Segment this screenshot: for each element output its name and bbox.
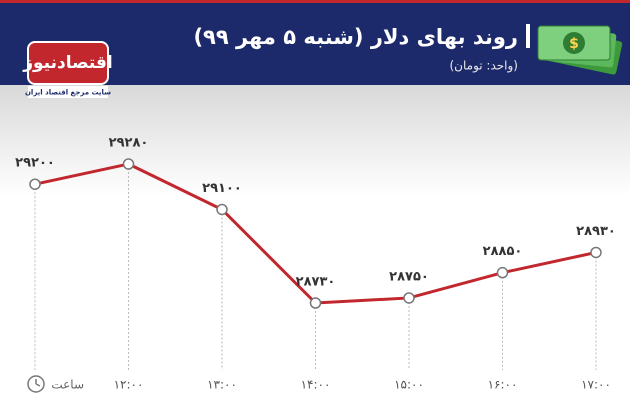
brand-tagline: سایت مرجع اقتصاد ایران (25, 89, 111, 97)
money-icon: $ (537, 25, 623, 75)
value-label: ۲۸۷۳۰ (296, 275, 336, 290)
value-label: ۲۸۷۵۰ (389, 269, 429, 284)
value-label: ۲۸۸۵۰ (483, 244, 523, 259)
plot-background (0, 85, 630, 404)
point (590, 246, 602, 259)
value-label: ۲۹۲۸۰ (109, 136, 149, 151)
chart-subtitle: (واحد: تومان) (449, 59, 518, 74)
brand: اقتصادنیوز (22, 53, 113, 73)
point (122, 158, 135, 170)
value-label: ۲۸۹۳۰ (576, 224, 616, 239)
value-label: ۲۹۲۰۰ (15, 156, 55, 171)
point (216, 203, 228, 216)
logo-box (27, 41, 109, 85)
x-tick-label: ۱۶:۰۰ (488, 378, 518, 392)
x-tick-label: ۱۵:۰۰ (394, 378, 424, 392)
value-label: ۲۹۱۰۰ (202, 181, 242, 196)
svg-text:$: $ (569, 36, 579, 52)
point (29, 178, 41, 190)
x-tick-label: ۱۲:۰۰ (114, 378, 144, 392)
x-axis-label: ساعت (51, 378, 84, 392)
point (403, 292, 415, 304)
header-stripe (0, 0, 630, 3)
x-tick-label: ۱۷:۰۰ (581, 378, 611, 392)
chart-title: روند بهای دلار (شنبه ۵ مهر ۹۹) (193, 25, 518, 49)
tagline-box (28, 86, 108, 98)
plot: ۲۹۲۰۰ ۲۹۲۸۰ ۱۲:۰۰ ۲۹۱۰۰ ۱۳:۰۰ ۲۸۷۳۰ ۱۴:۰۰ ۲۸۷۵۰… (15, 136, 616, 392)
x-tick-label: ۱۴:۰۰ (301, 378, 331, 392)
point (309, 297, 322, 309)
point (496, 266, 509, 279)
title-bar (526, 24, 530, 48)
x-tick-label: ۱۳:۰۰ (207, 378, 237, 392)
clock-icon (27, 375, 45, 393)
